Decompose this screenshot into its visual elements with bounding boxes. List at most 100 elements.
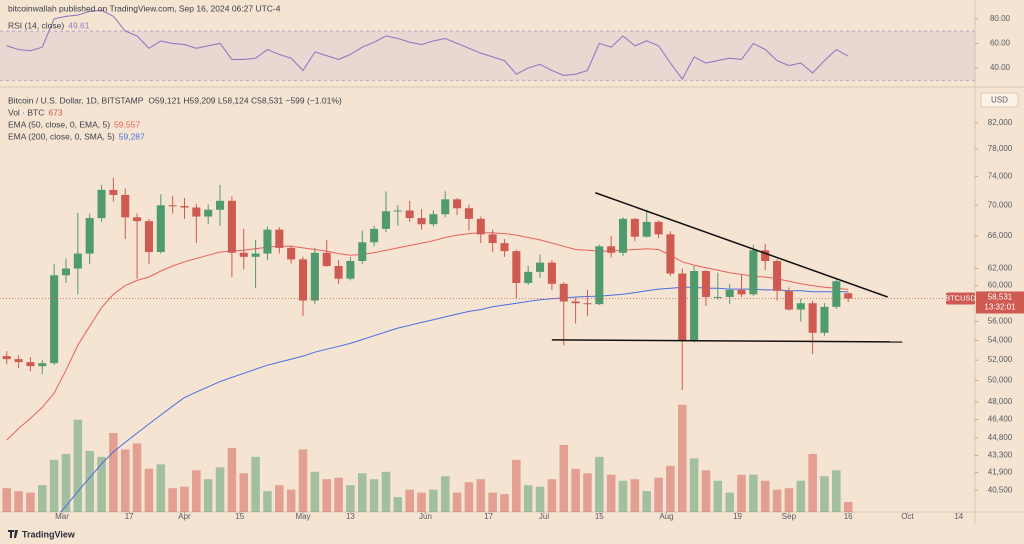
volume-bar <box>239 473 249 512</box>
candle-body <box>512 251 521 283</box>
volume-bar <box>571 468 580 512</box>
volume-bar <box>535 486 545 512</box>
y-tick-label: 60,000 <box>988 281 1013 290</box>
volume-bar <box>132 443 142 512</box>
volume-bar <box>677 404 687 512</box>
currency[interactable]: USD <box>991 96 1008 105</box>
volume-bar <box>346 485 355 512</box>
x-tick-label: Aug <box>659 512 673 521</box>
volume-bar <box>618 480 628 512</box>
volume-bar <box>275 485 284 512</box>
candle-body <box>618 218 628 253</box>
candle-body <box>334 265 343 279</box>
candle-body <box>298 259 308 301</box>
volume-bar <box>180 486 189 512</box>
volume-bar <box>97 456 106 512</box>
x-tick-label: 16 <box>844 512 853 521</box>
candle-body <box>275 229 284 248</box>
candle-body <box>156 205 165 252</box>
x-tick-label: 13 <box>346 512 355 521</box>
candle-body <box>109 189 118 195</box>
candle-body <box>500 243 509 252</box>
candle-body <box>26 362 35 367</box>
candle-body <box>666 234 675 274</box>
candle-body <box>133 217 142 222</box>
candle-body <box>595 246 604 305</box>
symbol-badge-bg <box>946 292 975 305</box>
brand-icon <box>8 530 18 538</box>
volume-bar <box>784 488 794 512</box>
trend-line <box>551 339 903 343</box>
candle-body <box>239 252 248 257</box>
volume-legend: Vol · BTC <box>8 107 44 117</box>
x-tick-label: Jun <box>419 512 432 521</box>
brand-logo: TradingView <box>8 529 76 539</box>
x-tick-label: 14 <box>954 512 963 521</box>
candle-body <box>393 210 402 212</box>
x-tick-label: 15 <box>595 512 604 521</box>
candle-body <box>417 218 426 225</box>
volume-bar <box>452 492 462 512</box>
rsi-legend: RSI (14, close) <box>8 20 64 30</box>
volume-bar <box>334 477 343 512</box>
candle-body <box>441 199 450 215</box>
candle-body <box>204 209 213 217</box>
rsi-tick-label: 80.00 <box>990 14 1011 23</box>
volume-bar <box>310 471 320 512</box>
candle-body <box>844 293 853 299</box>
volume-bar <box>512 459 521 512</box>
candle-body <box>488 234 497 244</box>
volume-bar <box>73 419 83 512</box>
volume-bar <box>559 444 569 512</box>
candle-body <box>820 306 829 333</box>
candle-body <box>322 252 331 266</box>
volume-bar <box>26 492 35 512</box>
volume-bar <box>760 480 770 512</box>
candle-body <box>654 221 663 235</box>
currency-box[interactable] <box>980 92 1019 108</box>
candle-body <box>405 210 414 219</box>
y-tick-label: 62,000 <box>988 264 1013 273</box>
volume-bar <box>630 479 640 512</box>
volume-bar <box>405 489 414 512</box>
x-tick-label: Mar <box>55 512 69 521</box>
candle-body <box>690 271 699 341</box>
trend-line <box>595 192 888 298</box>
volume-bar <box>156 464 166 512</box>
candle-body <box>97 189 106 219</box>
volume-bar <box>772 489 782 512</box>
volume-bar <box>417 492 426 512</box>
volume-bar <box>298 449 308 512</box>
candle-body <box>678 273 687 341</box>
volume-bar <box>500 494 509 512</box>
candle-body <box>832 281 841 307</box>
x-tick-label: Jul <box>539 512 549 521</box>
y-tick-label: 46,400 <box>988 415 1013 424</box>
candle-body <box>38 363 47 367</box>
volume-bar <box>251 456 260 512</box>
candle-body <box>749 250 758 295</box>
x-tick-label: 17 <box>125 512 134 521</box>
ema50-legend: EMA (50, close, 0, EMA, 5) <box>8 119 110 129</box>
x-tick-label: 15 <box>235 512 244 521</box>
ema-value: 59,287 <box>119 131 145 141</box>
candle-body <box>630 218 639 237</box>
candle-body <box>453 199 462 209</box>
volume-bar <box>168 488 177 512</box>
volume-bar <box>429 489 438 512</box>
candle-body <box>607 246 616 253</box>
candle-body <box>464 208 473 219</box>
y-tick-label: 66,000 <box>988 231 1013 240</box>
y-tick-label: 48,000 <box>988 397 1013 406</box>
candle-body <box>180 206 189 208</box>
candle-body <box>192 207 201 217</box>
volume-bar <box>606 474 616 512</box>
volume-bar <box>796 480 806 512</box>
y-tick-label: 56,000 <box>988 317 1013 326</box>
candle-body <box>642 221 651 237</box>
rsi-pane <box>0 9 975 81</box>
volume-bar <box>642 491 651 512</box>
candle-body <box>73 253 82 269</box>
